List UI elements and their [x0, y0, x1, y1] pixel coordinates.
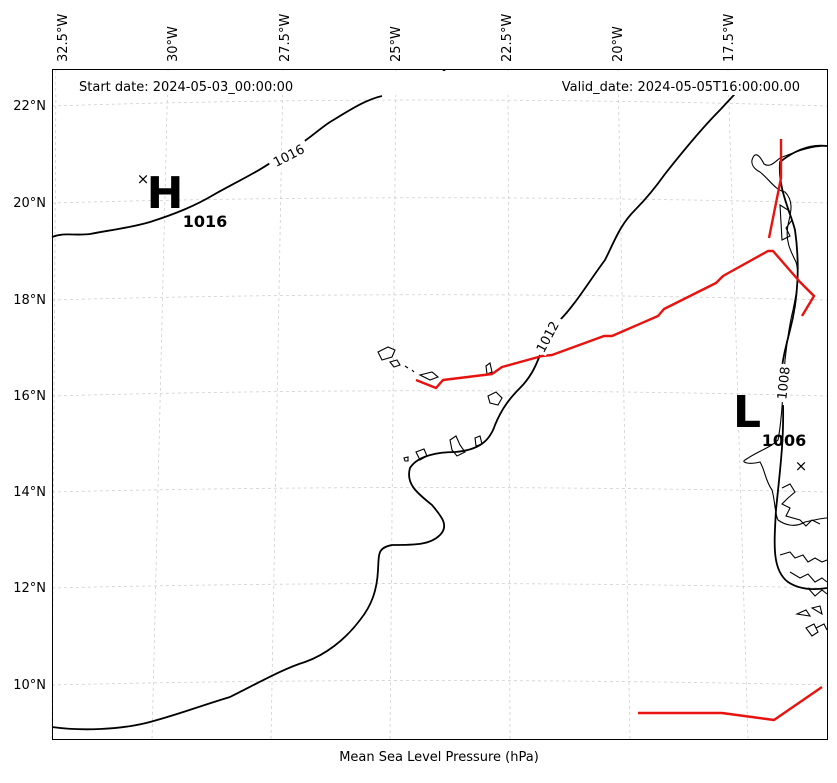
trough-line-south: [638, 686, 823, 722]
map-frame: [52, 69, 828, 740]
low-center-letter: L: [733, 387, 761, 438]
high-center-value: 1016: [183, 212, 228, 231]
contour-label-bg: [774, 363, 793, 403]
trough-line-main: [415, 249, 816, 390]
coastline-detail: [779, 203, 793, 241]
low-center-value: 1006: [762, 431, 807, 450]
lat-label-14n: 14°N: [13, 485, 46, 500]
parallel-line: [51, 390, 828, 397]
isobar-1012: [51, 71, 759, 731]
graticule: [51, 69, 828, 741]
island-boa-vista: [487, 391, 503, 406]
lon-label-30w: 30°W: [166, 26, 181, 62]
lon-label-20w: 20°W: [611, 26, 626, 62]
lat-label-22n: 22°N: [13, 99, 46, 114]
island-brava: [403, 456, 409, 462]
contour-labels: 1016 1012 1008: [266, 139, 794, 403]
coastline-detail: [795, 605, 823, 617]
lat-label-12n: 12°N: [13, 581, 46, 596]
parallel-line: [51, 197, 828, 204]
high-center-letter: H: [147, 168, 184, 219]
island-sao-vicente: [389, 359, 401, 368]
meridian-line: [151, 69, 169, 741]
isobar-1016: [51, 95, 383, 238]
contour-label-1008: 1008: [775, 366, 793, 400]
coastline-detail: [781, 483, 821, 527]
island-fogo: [415, 448, 428, 461]
parallel-line: [51, 680, 828, 686]
parallel-line: [51, 99, 828, 107]
parallel-line: [51, 487, 828, 493]
coastline-detail: [789, 571, 828, 597]
low-pressure-center: L 1006 ×: [733, 387, 807, 475]
coastline-detail: [805, 623, 828, 637]
trough-line-north: [767, 139, 783, 239]
lon-label-27-5w: 27.5°W: [278, 14, 293, 62]
coastlines: [377, 145, 828, 637]
lat-label-18n: 18°N: [13, 293, 46, 308]
valid-date-label: Valid_date: 2024-05-05T16:00:00.00: [562, 80, 800, 95]
parallel-line: [51, 294, 828, 301]
island-santiago: [449, 435, 466, 457]
lat-label-20n: 20°N: [13, 196, 46, 211]
meridian-line: [270, 69, 284, 741]
island-santo-antao: [377, 346, 396, 361]
lat-label-10n: 10°N: [13, 678, 46, 693]
meridian-line: [389, 69, 397, 741]
lon-label-17-5w: 17.5°W: [722, 14, 737, 62]
lon-label-32-5w: 32.5°W: [56, 14, 71, 62]
meridian-line: [727, 69, 749, 741]
island-maio: [474, 435, 483, 447]
latitude-labels: 22°N 20°N 18°N 16°N 14°N 12°N 10°N: [13, 99, 46, 693]
map-area: 1016 1012 1008 × H 1016 L 1006 × Start d…: [51, 69, 828, 741]
lon-label-22-5w: 22.5°W: [500, 14, 515, 62]
parallel-line: [51, 583, 828, 589]
start-date-label: Start date: 2024-05-03_00:00:00: [79, 80, 293, 95]
low-center-marker: ×: [795, 457, 808, 475]
island-sal: [485, 362, 493, 375]
header-strip: [56, 71, 826, 95]
footer-label: Mean Sea Level Pressure (hPa): [339, 750, 539, 765]
lat-label-16n: 16°N: [13, 389, 46, 404]
high-pressure-center: × H 1016: [137, 168, 228, 231]
island-sao-nicolau: [418, 371, 440, 381]
high-center-marker: ×: [137, 170, 150, 188]
contour-label-bg: [531, 313, 565, 357]
contour-label-bg: [266, 139, 312, 173]
meridian-line: [617, 69, 631, 741]
contour-label-1016: 1016: [271, 142, 307, 170]
longitude-labels: 32.5°W 30°W 27.5°W 25°W 22.5°W 20°W 17.5…: [56, 14, 737, 62]
meridian-line: [507, 69, 511, 741]
lon-label-25w: 25°W: [389, 26, 404, 62]
fronts: [415, 139, 823, 722]
african-coastline: [743, 145, 828, 526]
coastline-detail: [779, 551, 828, 563]
island-santa-luzia: [404, 365, 415, 373]
